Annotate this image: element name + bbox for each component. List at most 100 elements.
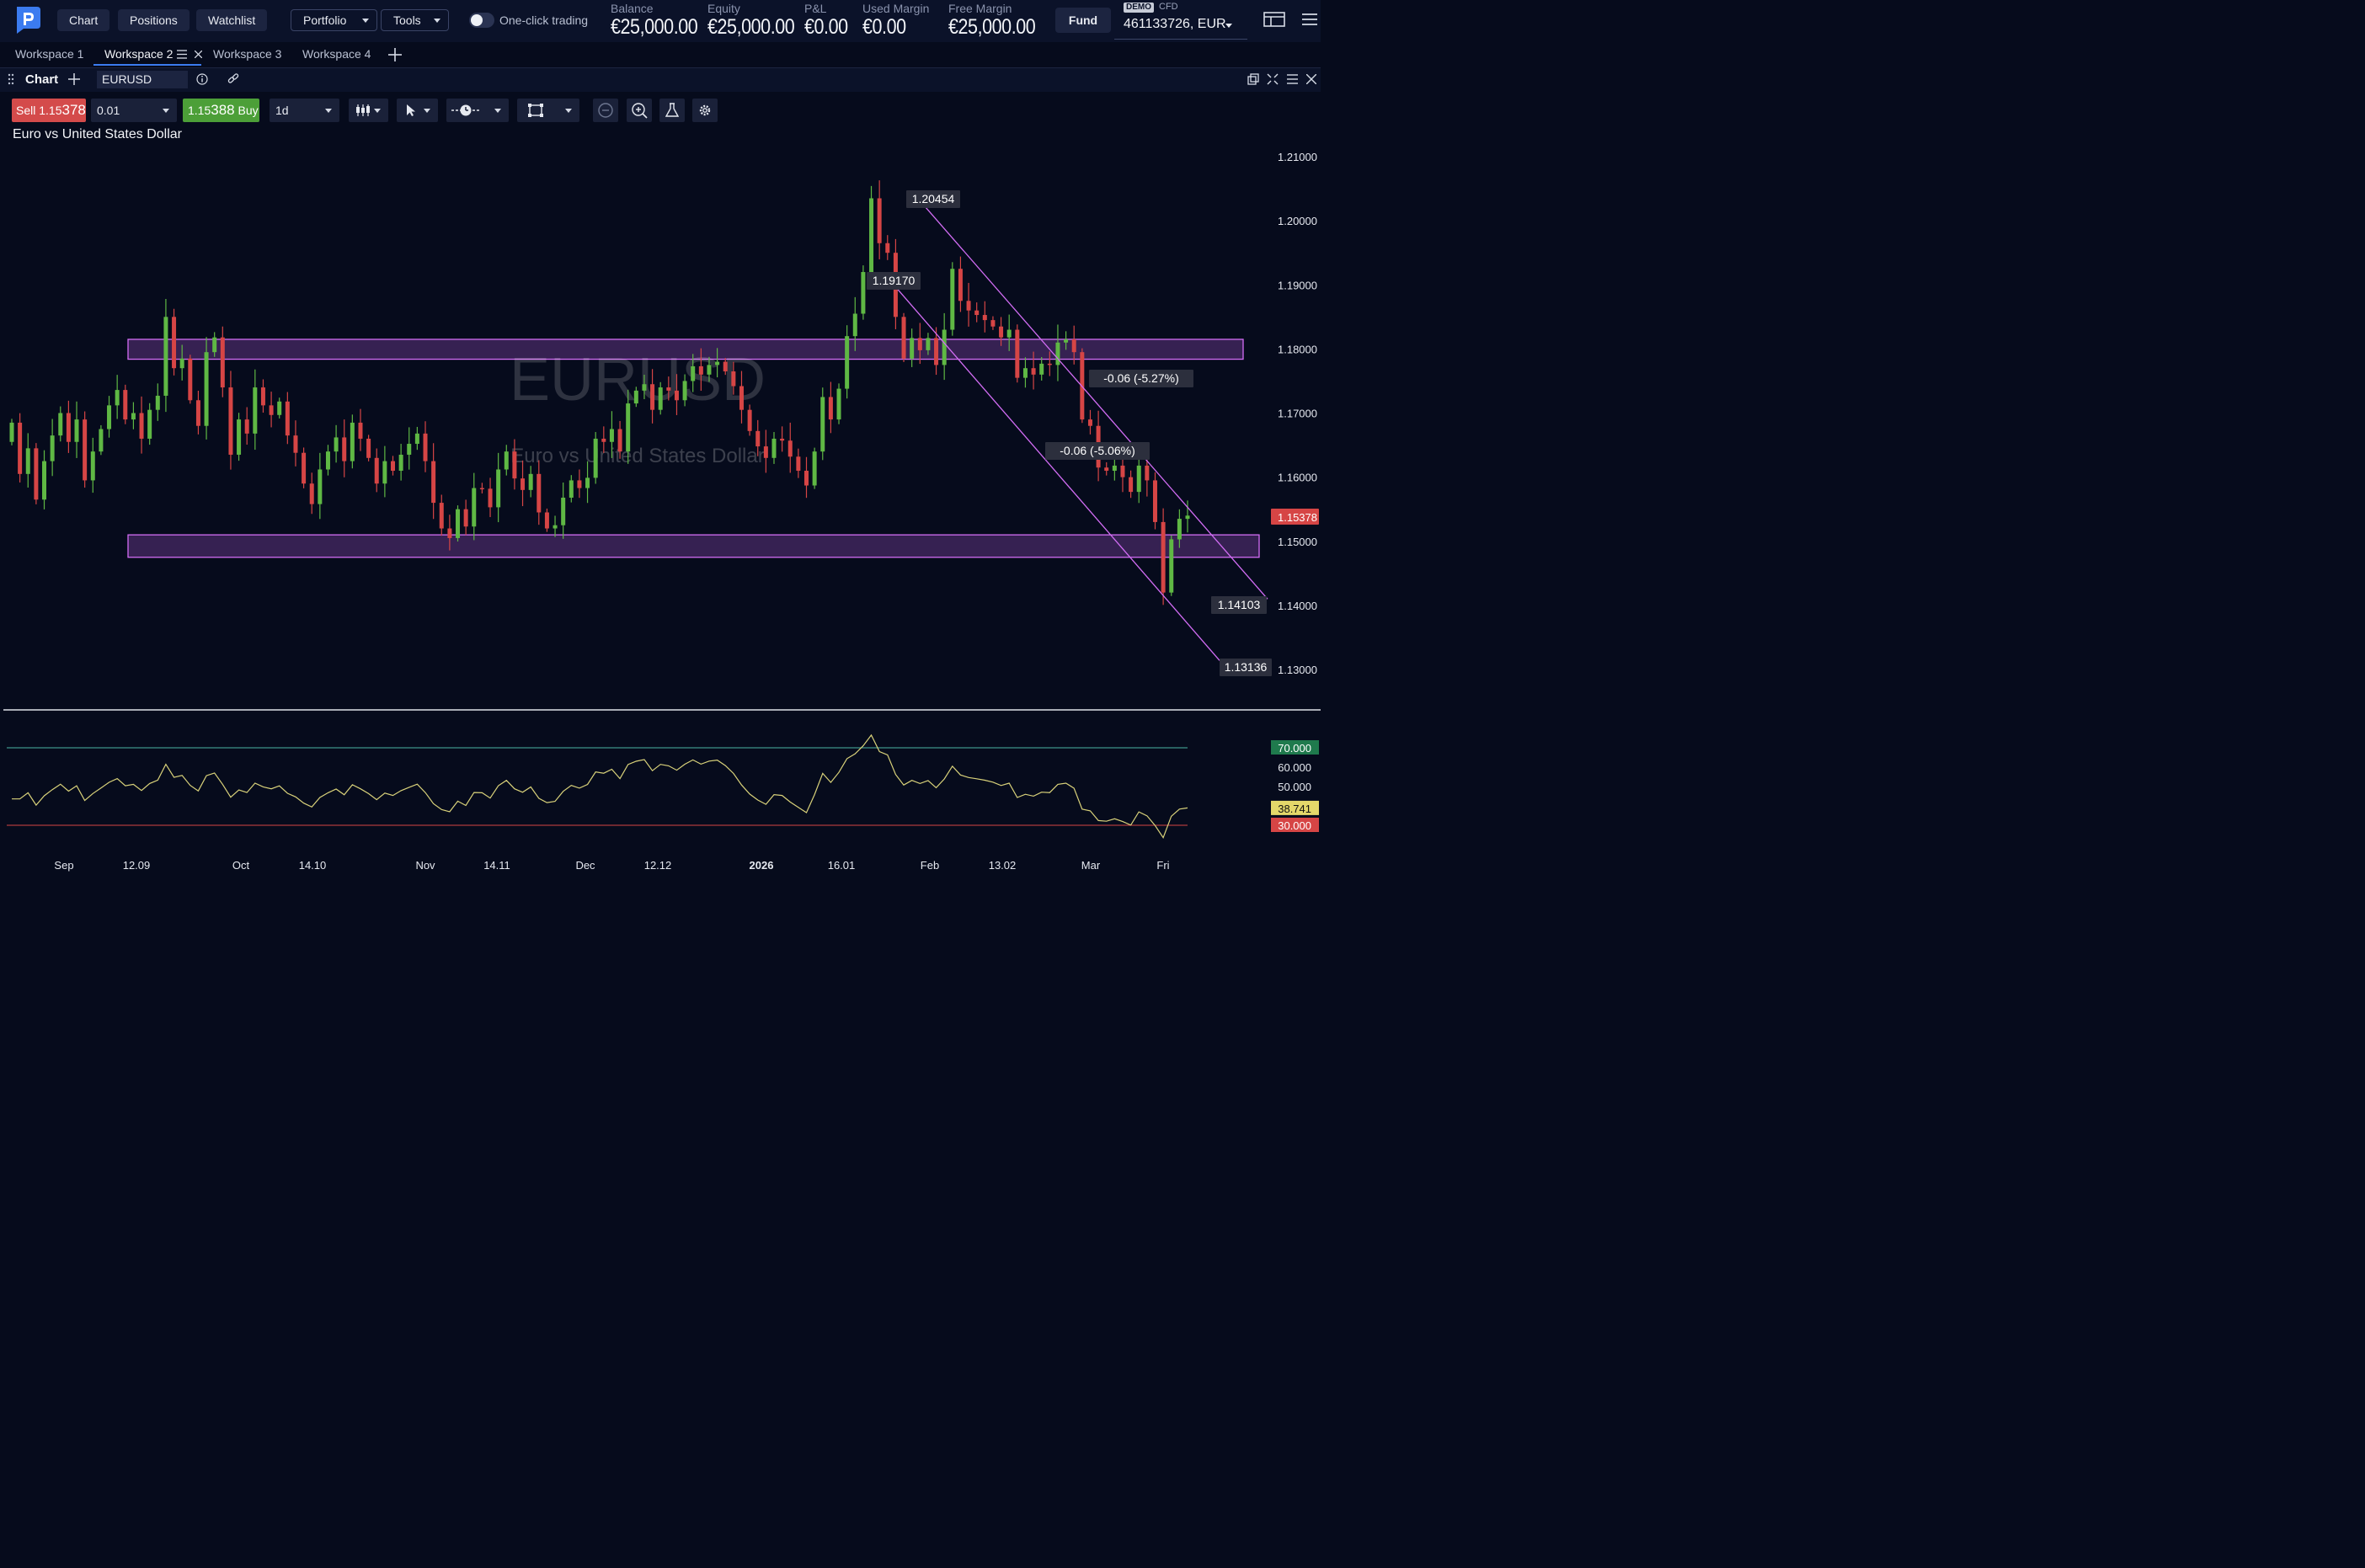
candle-body	[812, 451, 817, 486]
candle	[650, 369, 655, 424]
candle	[877, 180, 882, 259]
candle-body	[334, 437, 339, 452]
candle	[423, 421, 428, 472]
candle	[237, 413, 242, 461]
zoom-in-icon	[632, 103, 648, 119]
candle-body	[9, 422, 14, 442]
menu-icon[interactable]	[1301, 12, 1318, 27]
indicators-button[interactable]	[659, 99, 685, 122]
cursor-tool-select[interactable]	[397, 99, 438, 122]
candle-body	[131, 413, 136, 420]
candle	[123, 384, 128, 424]
candle	[107, 396, 112, 438]
candle-body	[942, 329, 947, 365]
candle	[1129, 470, 1134, 499]
shape-tool-select[interactable]	[517, 99, 579, 122]
add-chart-icon[interactable]	[68, 73, 80, 85]
price-label-channel-top-text: 1.19170	[873, 274, 916, 287]
candle-body	[691, 365, 696, 381]
candle-body	[42, 461, 47, 500]
nav-positions-button[interactable]: Positions	[118, 9, 190, 31]
drag-handle-icon[interactable]	[8, 73, 14, 85]
zoom-out-button[interactable]	[593, 99, 618, 122]
account-selector[interactable]: DEMO CFD 461133726, EUR	[1114, 0, 1247, 40]
buy-button[interactable]: 1.15388 Buy	[183, 99, 259, 122]
timeframe-select[interactable]: 1d	[270, 99, 339, 122]
candle-body	[277, 401, 282, 415]
tab-workspace-2[interactable]: Workspace 2	[104, 47, 174, 61]
nav-chart-button[interactable]: Chart	[57, 9, 110, 31]
popout-icon[interactable]	[1247, 73, 1259, 85]
tab-workspace-4[interactable]: Workspace 4	[302, 47, 371, 61]
close-panel-icon[interactable]	[1306, 74, 1316, 84]
candle-body	[561, 497, 566, 525]
zoom-out-icon	[598, 103, 613, 118]
candle-body	[910, 338, 915, 359]
candle-body	[34, 448, 39, 500]
chevron-down-icon	[325, 109, 332, 113]
candle	[414, 426, 419, 451]
candle	[633, 387, 638, 408]
chart-settings-button[interactable]	[692, 99, 718, 122]
price-chart[interactable]: EURUSD Euro vs United States Dollar 1.20…	[0, 126, 1321, 876]
portfolio-dropdown[interactable]: Portfolio	[291, 9, 377, 31]
candle	[593, 432, 598, 484]
sell-price-prefix: 1.15	[39, 104, 62, 117]
candle-body	[407, 444, 412, 455]
candle-body	[50, 435, 55, 461]
chart-type-select[interactable]	[349, 99, 388, 122]
tab-workspace-3[interactable]: Workspace 3	[213, 47, 282, 61]
drawing-tool-select[interactable]	[446, 99, 509, 122]
price-axis-tick: 1.15000	[1278, 536, 1317, 548]
candle-body	[1185, 515, 1190, 520]
link-icon[interactable]	[227, 73, 239, 85]
candle-body	[18, 422, 23, 474]
candle	[325, 445, 330, 476]
tab-menu-icon[interactable]	[177, 50, 187, 59]
candle-body	[390, 461, 395, 472]
candle	[747, 404, 752, 436]
tools-dropdown[interactable]: Tools	[381, 9, 449, 31]
candle-body	[342, 437, 347, 461]
candle	[1006, 314, 1012, 351]
candle-body	[828, 397, 833, 420]
candle	[691, 354, 696, 392]
candle	[950, 262, 955, 336]
candle-body	[472, 488, 477, 527]
candle	[195, 391, 200, 435]
candle-body	[537, 473, 542, 513]
price-label-channel-end: 1.14103	[1211, 596, 1267, 614]
balance-value: €25,000.00	[611, 15, 698, 39]
flask-icon	[665, 103, 679, 117]
quantity-select[interactable]: 0.01	[91, 99, 177, 122]
candle	[585, 461, 590, 504]
candle	[431, 443, 436, 520]
chevron-down-icon	[374, 109, 381, 113]
time-axis-label: Fri	[1156, 859, 1169, 872]
fund-button[interactable]: Fund	[1055, 8, 1111, 33]
info-icon[interactable]	[196, 73, 208, 85]
p-logo-icon[interactable]	[12, 5, 42, 35]
panel-menu-icon[interactable]	[1287, 74, 1298, 84]
nav-watchlist-button[interactable]: Watchlist	[196, 9, 268, 31]
time-axis-label: 16.01	[828, 859, 856, 872]
one-click-trading-toggle[interactable]	[469, 13, 494, 28]
candle-body	[747, 409, 752, 431]
candle-body	[926, 338, 931, 350]
collapse-icon[interactable]	[1267, 73, 1279, 85]
zoom-in-button[interactable]	[627, 99, 652, 122]
candle	[155, 383, 160, 421]
close-tab-icon[interactable]	[195, 51, 202, 58]
layout-icon[interactable]	[1263, 12, 1285, 27]
symbol-input[interactable]: EURUSD	[97, 71, 188, 88]
add-workspace-icon[interactable]	[388, 48, 402, 61]
candle	[787, 422, 793, 473]
candle	[188, 355, 193, 404]
candle-body	[698, 365, 703, 375]
candle	[763, 429, 768, 473]
rsi-axis-badge	[1271, 818, 1319, 832]
candle-body	[58, 413, 63, 436]
candle-body	[577, 480, 582, 488]
tab-workspace-1[interactable]: Workspace 1	[15, 47, 84, 61]
sell-button[interactable]: Sell 1.15378	[12, 99, 86, 122]
